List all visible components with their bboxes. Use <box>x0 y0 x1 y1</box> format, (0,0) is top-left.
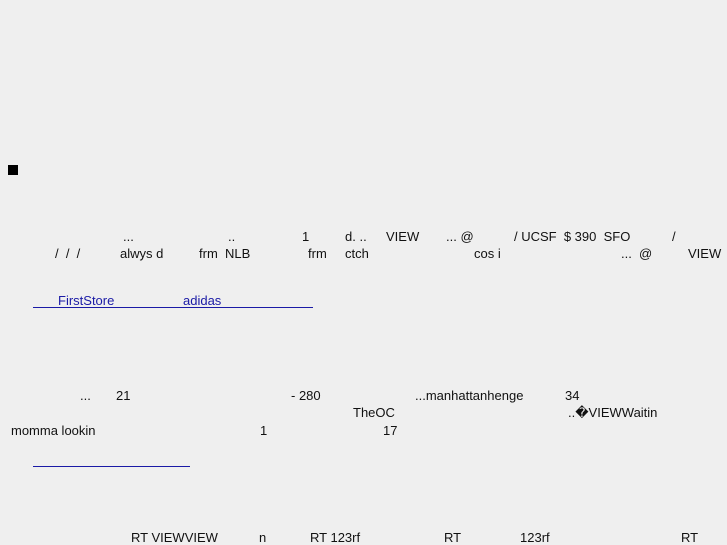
text-fragment: alwys d <box>120 246 164 261</box>
text-fragment: ... @ <box>621 246 653 261</box>
text-fragment: VIEW <box>688 246 722 261</box>
text-fragment: frm <box>308 246 327 261</box>
link-underline <box>33 466 190 467</box>
text-fragment: VIEW <box>386 229 420 244</box>
bullet <box>8 165 18 175</box>
text-fragment: momma lookin <box>11 423 96 438</box>
text-fragment: RT <box>444 530 462 545</box>
text-fragment: - 280 <box>291 388 321 403</box>
text-fragment: frm NLB <box>199 246 251 261</box>
link-underline <box>33 307 313 308</box>
text-fragment: / UCSF $ 390 SFO <box>514 229 631 244</box>
text-fragment: ... <box>80 388 91 403</box>
text-fragment: 34 <box>565 388 580 403</box>
text-fragment: RT VIEWVIEW <box>131 530 218 545</box>
text-fragment: 1 <box>302 229 310 244</box>
text-fragment: TheOC <box>353 405 395 420</box>
text-fragment: / / / <box>55 246 81 261</box>
text-fragment: ctch <box>345 246 369 261</box>
text-fragment: 17 <box>383 423 398 438</box>
text-fragment: ... @ <box>446 229 474 244</box>
text-fragment: 21 <box>116 388 131 403</box>
link[interactable]: FirstStore <box>58 293 115 308</box>
link[interactable]: adidas <box>183 293 222 308</box>
text-fragment: ...manhattanhenge <box>415 388 524 403</box>
text-fragment: ... <box>123 229 134 244</box>
text-fragment: ..�VIEWWaitin <box>568 405 658 420</box>
text-fragment: 1 <box>260 423 268 438</box>
text-fragment: d. .. <box>345 229 367 244</box>
text-fragment: 123rf <box>520 530 550 545</box>
text-fragment: .. <box>228 229 236 244</box>
text-fragment: n <box>259 530 267 545</box>
text-fragment: RT 123rf <box>310 530 361 545</box>
text-fragment: RT <box>681 530 699 545</box>
text-fragment: / <box>672 229 676 244</box>
text-fragment: cos i <box>474 246 501 261</box>
